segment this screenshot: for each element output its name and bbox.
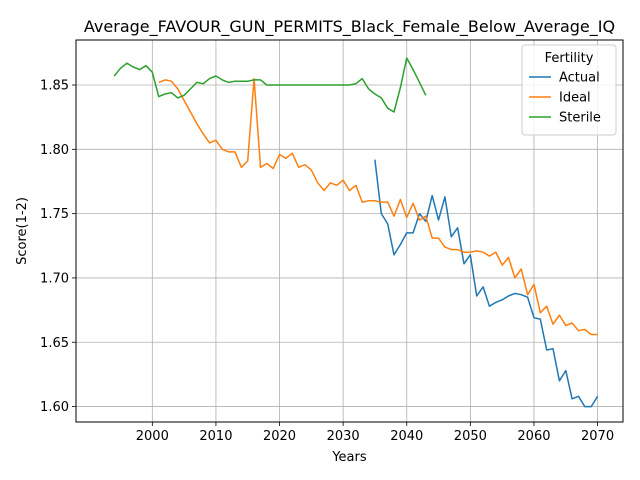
series-lines bbox=[113, 57, 599, 408]
x-tick-label: 2050 bbox=[454, 429, 487, 444]
x-axis-ticks: 2000 2010 2020 2030 2040 2050 2060 2070 bbox=[136, 422, 614, 444]
y-tick-label: 1.75 bbox=[40, 207, 69, 222]
y-tick-label: 1.85 bbox=[40, 79, 69, 94]
plot-frame bbox=[75, 39, 624, 423]
x-tick-label: 2070 bbox=[581, 429, 614, 444]
x-tick-label: 2020 bbox=[263, 429, 296, 444]
x-tick-label: 2010 bbox=[199, 429, 232, 444]
x-tick-label: 2040 bbox=[390, 429, 423, 444]
legend-label-sterile: Sterile bbox=[559, 111, 601, 126]
y-axis-label: Score(1-2) bbox=[15, 197, 30, 265]
y-tick-label: 1.70 bbox=[40, 271, 69, 286]
x-axis-label: Years bbox=[331, 450, 367, 465]
x-tick-label: 2000 bbox=[136, 429, 169, 444]
y-tick-label: 1.80 bbox=[40, 143, 69, 158]
y-axis-ticks: 1.60 1.65 1.70 1.75 1.80 1.85 bbox=[40, 79, 76, 415]
y-tick-label: 1.60 bbox=[40, 400, 69, 415]
legend-title: Fertility bbox=[545, 51, 594, 66]
y-tick-label: 1.65 bbox=[40, 336, 69, 351]
legend-label-ideal: Ideal bbox=[559, 91, 591, 106]
x-tick-label: 2030 bbox=[327, 429, 360, 444]
legend: Fertility Actual Ideal Sterile bbox=[521, 44, 617, 136]
legend-label-actual: Actual bbox=[559, 71, 600, 86]
legend-box bbox=[521, 44, 617, 136]
x-tick-label: 2060 bbox=[517, 429, 550, 444]
series-line-actual bbox=[374, 159, 599, 408]
series-line-sterile bbox=[113, 57, 427, 113]
series-line-ideal bbox=[158, 77, 598, 336]
chart-title: Average_FAVOUR_GUN_PERMITS_Black_Female_… bbox=[84, 17, 615, 37]
